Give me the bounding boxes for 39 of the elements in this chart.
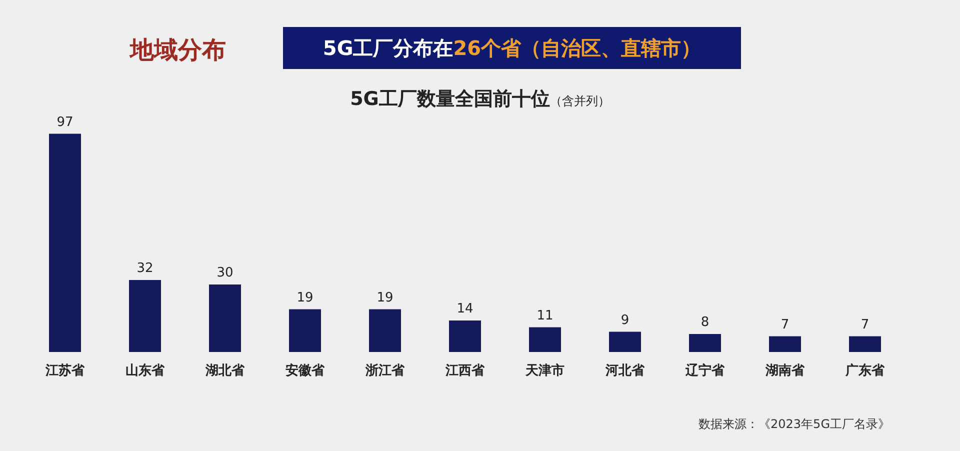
bar (449, 320, 481, 352)
bar (849, 336, 881, 352)
data-label: 32 (136, 261, 154, 276)
text: 26个省（自治区、直辖市） (453, 34, 702, 62)
text: 5G工厂分布在 (322, 34, 454, 62)
data-label: 7 (780, 317, 790, 332)
bar (529, 327, 561, 352)
x-tick-label: 湖南省 (764, 364, 806, 378)
bar (689, 334, 721, 352)
data-label: 19 (376, 290, 394, 306)
bar (769, 336, 801, 352)
x-tick-label: 辽宁省 (684, 362, 726, 378)
x-tick-label: 浙江省 (364, 364, 406, 378)
chart-subtitle: （含并列） (550, 94, 610, 108)
x-tick-label: 江西省 (444, 364, 486, 378)
data-label: 97 (56, 114, 74, 130)
data-label: 9 (620, 312, 630, 328)
bar (209, 284, 241, 352)
data-label: 14 (456, 302, 474, 316)
x-tick-label: 广东省 (844, 362, 886, 378)
data-label: 19 (296, 290, 314, 306)
bar (369, 309, 401, 352)
text: 地域分布 (130, 35, 226, 66)
data-label: 8 (700, 315, 710, 330)
data-label: 7 (860, 317, 870, 332)
x-tick-label: 安徽省 (286, 362, 326, 378)
data-label: 30 (216, 266, 234, 280)
bar (609, 332, 641, 352)
bar (129, 280, 161, 352)
x-tick-label: 河北省 (604, 364, 646, 378)
source-note: 数据来源：《2023年5G工厂名录》 (698, 416, 890, 433)
x-tick-label: 山东省 (126, 362, 166, 378)
chart-title: 5G工厂数量全国前十位 (350, 88, 550, 110)
x-tick-label: 天津市 (524, 362, 564, 378)
x-tick-label: 江苏省 (44, 364, 86, 378)
data-label: 11 (536, 308, 554, 324)
bar (49, 134, 81, 352)
x-tick-label: 湖北省 (204, 364, 246, 378)
bar (289, 309, 321, 352)
